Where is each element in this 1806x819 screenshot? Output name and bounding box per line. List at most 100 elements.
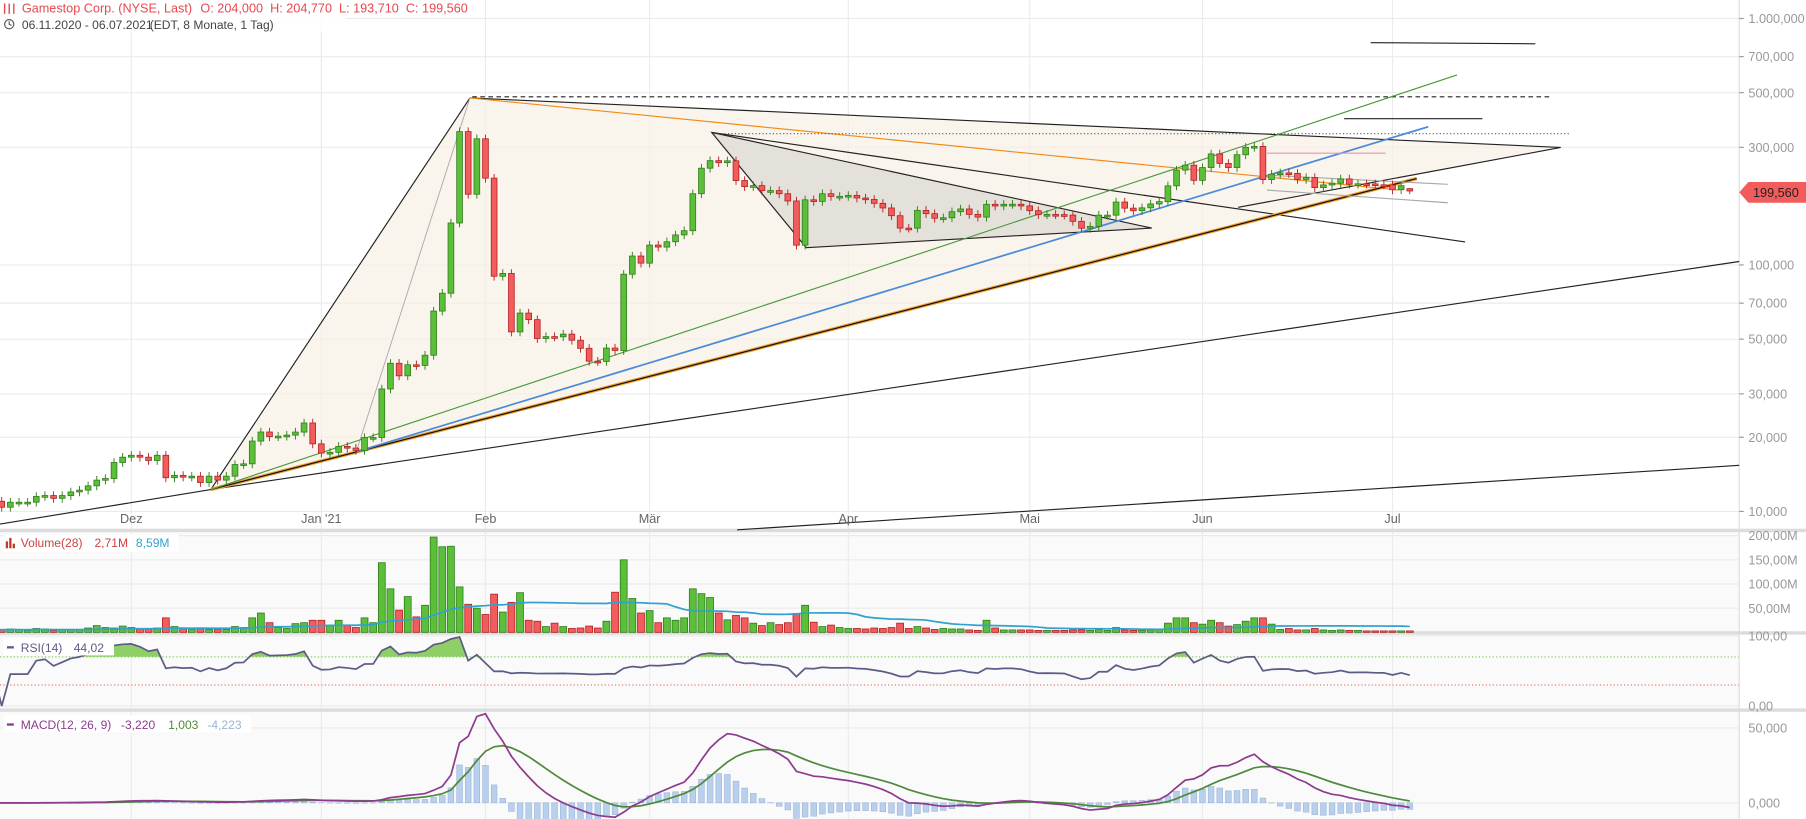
volume-bar	[593, 627, 602, 633]
volume-bar	[749, 622, 758, 633]
volume-bar	[1112, 627, 1120, 633]
macd-line	[0, 712, 1410, 819]
candle	[896, 215, 904, 229]
volume-bar	[999, 629, 1008, 633]
candle	[775, 190, 783, 195]
candle	[1086, 225, 1094, 229]
candle	[326, 451, 334, 455]
volume-bar	[1051, 630, 1060, 633]
volume-bar	[455, 586, 464, 633]
volume-bar	[1094, 629, 1103, 633]
volume-bar	[1060, 630, 1069, 633]
candle	[318, 443, 325, 454]
macd-histogram-bar	[689, 786, 696, 804]
candle	[179, 475, 187, 478]
candle	[637, 255, 645, 264]
candle	[905, 227, 913, 231]
candle	[1207, 153, 1215, 168]
macd-histogram-bar	[879, 802, 887, 813]
candle	[102, 478, 109, 481]
candle	[724, 160, 731, 164]
panel-divider[interactable]	[0, 631, 1806, 635]
macd-histogram-bar	[1285, 802, 1293, 809]
volume-bar	[861, 628, 870, 633]
candle	[335, 445, 342, 453]
candle	[128, 454, 135, 458]
volume-label: Volume(28)	[21, 536, 83, 550]
volume-bar	[1397, 630, 1406, 633]
macd-histogram-bar	[1406, 802, 1413, 810]
candle	[1009, 203, 1016, 207]
macd-histogram-bar	[378, 801, 385, 804]
macd-tick-label: 0,000	[1748, 796, 1780, 810]
macd-histogram-bar	[1233, 790, 1241, 804]
candle	[1354, 183, 1362, 186]
volume-bar	[464, 603, 473, 633]
candle	[153, 454, 161, 461]
candle	[439, 292, 446, 312]
macd-histogram-bar	[1328, 802, 1336, 816]
volume-bar	[542, 626, 550, 633]
candle	[490, 177, 498, 277]
volume-bar	[1164, 622, 1172, 633]
volume-bar	[818, 626, 827, 633]
volume-bar	[870, 627, 879, 633]
candle	[430, 310, 437, 356]
volume-bar	[723, 619, 732, 633]
candle	[611, 347, 619, 351]
macd-histogram-bar	[896, 802, 904, 816]
macd-histogram-bar	[154, 801, 161, 804]
volume-bar	[896, 622, 904, 633]
candle	[1233, 154, 1241, 168]
macd-histogram-bar	[1311, 802, 1318, 815]
trendline-drawings[interactable]	[0, 42, 1740, 531]
volume-bar	[783, 622, 792, 633]
rsi-label: RSI(14)	[21, 641, 63, 655]
candle	[853, 194, 861, 199]
candle	[663, 241, 671, 248]
macd-histogram-bar	[784, 802, 791, 811]
candle	[672, 234, 679, 243]
candle	[698, 167, 705, 195]
candle	[1380, 184, 1388, 187]
date-range[interactable]: 06.11.2020 - 06.07.2021	[22, 18, 153, 32]
x-tick-label: Jan '21	[301, 512, 341, 526]
volume-bar	[1017, 629, 1025, 633]
x-tick-label: Jun	[1192, 512, 1212, 526]
panel-divider[interactable]	[0, 528, 1806, 533]
macd-histogram-bar	[1095, 802, 1102, 806]
macd-histogram-bar	[490, 784, 498, 804]
candle	[1371, 183, 1379, 186]
volume-bar	[507, 601, 516, 633]
candle	[568, 333, 576, 341]
volume-bar	[386, 588, 395, 633]
volume-bar	[334, 619, 343, 633]
volume-bar	[1310, 628, 1319, 633]
panel-divider[interactable]	[0, 708, 1806, 712]
clock-icon[interactable]	[4, 19, 15, 30]
candle	[84, 485, 92, 491]
chart-type-icon[interactable]	[3, 3, 15, 14]
volume-bar	[732, 615, 740, 633]
volume-bar	[205, 629, 213, 633]
volume-bar	[1086, 630, 1095, 633]
y-tick-label: 100,000	[1748, 259, 1794, 273]
volume-bar	[1233, 624, 1241, 633]
macd-histogram-bar	[413, 799, 420, 804]
candle	[464, 131, 472, 195]
candle	[231, 464, 239, 477]
price-candles	[0, 127, 1414, 512]
macd-histogram-bar	[473, 758, 481, 804]
candle	[689, 193, 697, 232]
candle	[58, 495, 66, 499]
candle	[1164, 185, 1172, 203]
volume-bar	[1267, 623, 1276, 633]
y-tick-label: 20,000	[1748, 431, 1787, 445]
x-tick-label: Mär	[639, 512, 661, 526]
macd-histogram-bar	[1320, 802, 1327, 816]
macd-histogram-bar	[715, 773, 722, 804]
volume-bar	[369, 622, 378, 633]
macd-histogram-bar	[871, 802, 878, 812]
candle	[845, 194, 852, 198]
